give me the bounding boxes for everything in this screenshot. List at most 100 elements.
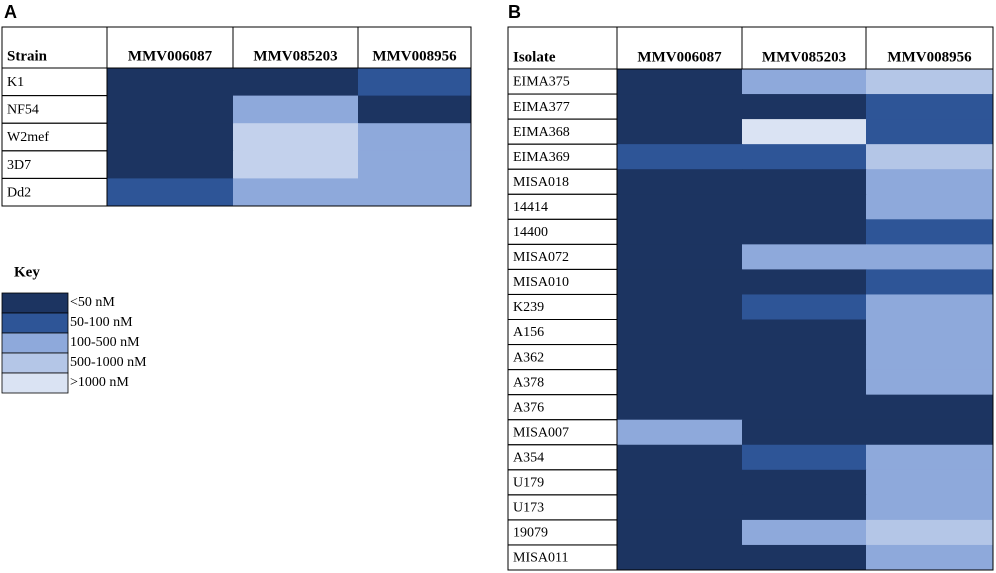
column-header: Isolate <box>513 49 556 65</box>
heat-cell <box>742 169 867 195</box>
heat-cell <box>107 68 234 97</box>
panel-label: B <box>508 2 521 22</box>
column-header: MMV006087 <box>128 48 213 64</box>
heat-cell <box>742 294 867 320</box>
heat-cell <box>866 269 994 295</box>
heat-cell <box>742 219 867 245</box>
column-header: MMV006087 <box>637 49 722 65</box>
key-title: Key <box>14 264 40 280</box>
heat-cell <box>866 94 994 120</box>
key-label: <50 nM <box>70 295 115 310</box>
heat-cell <box>107 95 234 124</box>
heat-cell <box>617 419 743 446</box>
heat-cell <box>866 169 994 195</box>
row-label: A378 <box>513 375 544 390</box>
heat-cell <box>866 319 994 346</box>
heat-cell <box>866 369 994 396</box>
heat-cell <box>866 394 994 421</box>
heat-cell <box>358 95 472 124</box>
row-label: A376 <box>513 400 544 415</box>
heat-cell <box>742 319 867 346</box>
row-label: A156 <box>513 325 544 340</box>
heat-cell <box>866 344 994 371</box>
heat-cell <box>866 144 994 170</box>
heat-cell <box>617 194 743 220</box>
heat-cell <box>617 294 743 320</box>
heat-cell <box>617 544 743 571</box>
heat-cell <box>742 269 867 295</box>
heat-cell <box>866 519 994 546</box>
key-swatch <box>1 372 69 394</box>
heat-cell <box>742 469 867 496</box>
row-label: A354 <box>513 450 544 465</box>
table-border <box>507 26 994 571</box>
heat-cell <box>233 123 359 152</box>
heat-cell <box>233 95 359 124</box>
heat-cell <box>866 69 994 95</box>
column-header: MMV008956 <box>887 49 972 65</box>
heat-cell <box>617 519 743 546</box>
row-label: NF54 <box>7 103 39 118</box>
heat-cell <box>742 244 867 270</box>
row-label: MISA010 <box>513 275 569 290</box>
heat-cell <box>866 419 994 446</box>
heat-cell <box>742 494 867 521</box>
heat-cell <box>617 319 743 346</box>
row-label: 14400 <box>513 225 548 240</box>
heat-cell <box>866 194 994 220</box>
heat-cell <box>742 119 867 145</box>
column-header: MMV008956 <box>372 48 457 64</box>
heat-cell <box>617 444 743 471</box>
heat-cell <box>742 94 867 120</box>
row-label: 19079 <box>513 526 548 541</box>
heat-cell <box>617 94 743 120</box>
row-label: U173 <box>513 501 544 516</box>
heat-cell <box>866 119 994 145</box>
row-label: EIMA377 <box>513 100 570 115</box>
row-label: EIMA369 <box>513 150 570 165</box>
heat-cell <box>358 123 472 152</box>
row-label: EIMA368 <box>513 125 570 140</box>
heat-cell <box>866 544 994 571</box>
heat-cell <box>866 244 994 270</box>
heat-cell <box>742 194 867 220</box>
row-label: MISA011 <box>513 551 569 566</box>
heat-cell <box>617 269 743 295</box>
heat-cell <box>617 169 743 195</box>
heat-cell <box>742 344 867 371</box>
row-label: Dd2 <box>7 185 31 200</box>
key-swatch <box>1 292 69 314</box>
heat-cell <box>107 123 234 152</box>
heat-cell <box>617 369 743 396</box>
row-label: 3D7 <box>7 158 31 173</box>
key-swatch <box>1 332 69 354</box>
key-label: >1000 nM <box>70 375 129 390</box>
row-label: MISA072 <box>513 250 569 265</box>
heat-cell <box>742 369 867 396</box>
heat-cell <box>358 68 472 97</box>
key-label: 50-100 nM <box>70 315 133 330</box>
heat-cell <box>742 394 867 421</box>
row-label: 14414 <box>513 200 548 215</box>
heat-cell <box>358 150 472 179</box>
key-swatch <box>1 312 69 334</box>
column-header: MMV085203 <box>762 49 846 65</box>
heat-cell <box>866 469 994 496</box>
heat-cell <box>617 344 743 371</box>
heat-cell <box>866 444 994 471</box>
heat-cell <box>866 294 994 320</box>
heat-cell <box>107 150 234 179</box>
row-label: MISA007 <box>513 425 569 440</box>
row-label: K1 <box>7 75 24 90</box>
heat-cell <box>617 494 743 521</box>
heat-cell <box>617 394 743 421</box>
row-label: EIMA375 <box>513 75 570 90</box>
column-header: MMV085203 <box>253 48 337 64</box>
key-label: 500-1000 nM <box>70 355 147 370</box>
heat-cell <box>617 69 743 95</box>
heat-cell <box>742 419 867 446</box>
row-label: MISA018 <box>513 175 569 190</box>
heat-cell <box>742 144 867 170</box>
heat-cell <box>358 178 472 207</box>
heat-cell <box>617 469 743 496</box>
